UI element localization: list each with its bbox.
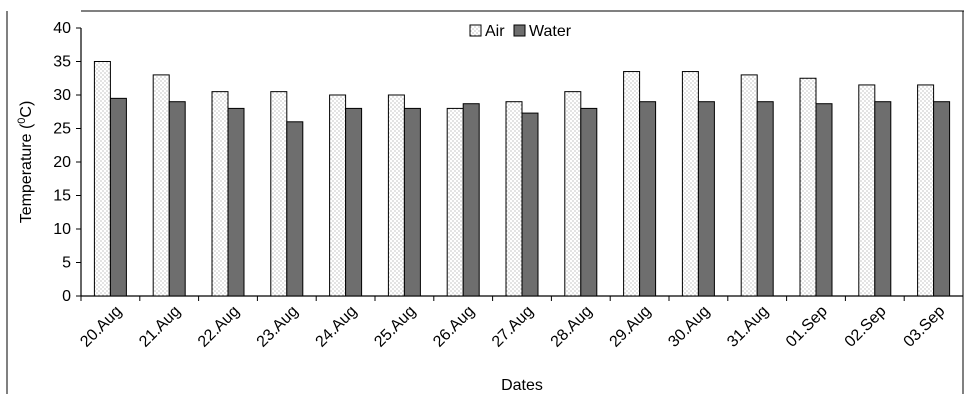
y-axis-label-superscript: 0 (16, 118, 28, 124)
bar-air-24-Aug (329, 94, 347, 297)
legend-swatch-air (469, 24, 482, 37)
bar-air-03-Sep (917, 84, 935, 297)
bar-air-22-Aug (211, 91, 229, 297)
y-axis-ticks: 0 5 10 15 20 25 30 35 40 (53, 20, 81, 305)
x-tick-label: 21.Aug (136, 303, 184, 351)
bar-air-21-Aug (152, 74, 170, 297)
x-tick-label: 27.Aug (489, 303, 537, 351)
bar-water-24-Aug (345, 107, 363, 297)
x-tick-label: 01.Sep (783, 303, 831, 351)
legend-label-water: Water (529, 23, 572, 40)
x-tick-label: 20.Aug (77, 303, 125, 351)
y-tick-label: 15 (53, 188, 71, 205)
x-tick-label: 25.Aug (371, 303, 419, 351)
y-tick-label: 30 (53, 87, 71, 104)
bar-water-29-Aug (639, 101, 657, 297)
y-tick-label: 25 (53, 121, 71, 138)
x-tick-label: 26.Aug (430, 303, 478, 351)
y-tick-label: 40 (53, 20, 71, 37)
x-tick-label: 24.Aug (313, 303, 361, 351)
x-axis-label: Dates (501, 377, 543, 394)
bar-air-01-Sep (799, 77, 817, 297)
legend: Air Water (469, 23, 572, 40)
bar-air-27-Aug (505, 101, 523, 297)
bar-water-26-Aug (462, 103, 480, 297)
x-tick-label: 02.Sep (842, 303, 890, 351)
bar-air-23-Aug (270, 91, 288, 297)
x-tick-label: 28.Aug (548, 303, 596, 351)
x-tick-labels: 20.Aug 21.Aug 22.Aug 23.Aug 24.Aug 25.Aug 26.A… (77, 303, 948, 351)
x-tick-label: 23.Aug (254, 303, 302, 351)
bars-group (93, 61, 951, 297)
bar-water-01-Sep (815, 103, 833, 297)
bar-water-20-Aug (109, 97, 127, 297)
x-tick-label: 29.Aug (607, 303, 655, 351)
bar-water-03-Sep (933, 101, 951, 297)
bar-air-02-Sep (858, 84, 876, 297)
bar-air-30-Aug (681, 71, 699, 297)
bar-water-30-Aug (697, 101, 715, 297)
bar-air-28-Aug (564, 91, 582, 297)
bar-water-28-Aug (580, 107, 598, 297)
bar-air-31-Aug (740, 74, 758, 297)
legend-label-air: Air (485, 23, 505, 40)
y-axis-label-end: C) (18, 101, 35, 118)
legend-swatch-water (513, 24, 526, 37)
y-tick-label: 10 (53, 221, 71, 238)
y-tick-label: 35 (53, 54, 71, 71)
y-tick-label: 20 (53, 154, 71, 171)
bar-air-20-Aug (93, 61, 111, 297)
bar-water-22-Aug (227, 107, 245, 297)
y-axis-label: Temperature (0C) (16, 101, 35, 224)
bar-water-21-Aug (168, 101, 186, 297)
bar-air-29-Aug (623, 71, 641, 297)
x-tick-label: 31.Aug (724, 303, 772, 351)
bar-air-26-Aug (446, 107, 464, 297)
y-axis-label-main: Temperature ( (18, 123, 35, 223)
x-tick-label: 03.Sep (901, 303, 949, 351)
bar-water-23-Aug (286, 121, 304, 297)
x-tick-label: 30.Aug (665, 303, 713, 351)
bar-water-02-Sep (874, 101, 892, 297)
bar-water-25-Aug (403, 107, 421, 297)
y-tick-label: 5 (62, 255, 71, 272)
bar-water-27-Aug (521, 112, 539, 297)
y-tick-label: 0 (62, 288, 71, 305)
x-axis-ticks (80, 296, 964, 301)
bar-air-25-Aug (387, 94, 405, 297)
x-tick-label: 22.Aug (195, 303, 243, 351)
bar-water-31-Aug (756, 101, 774, 297)
